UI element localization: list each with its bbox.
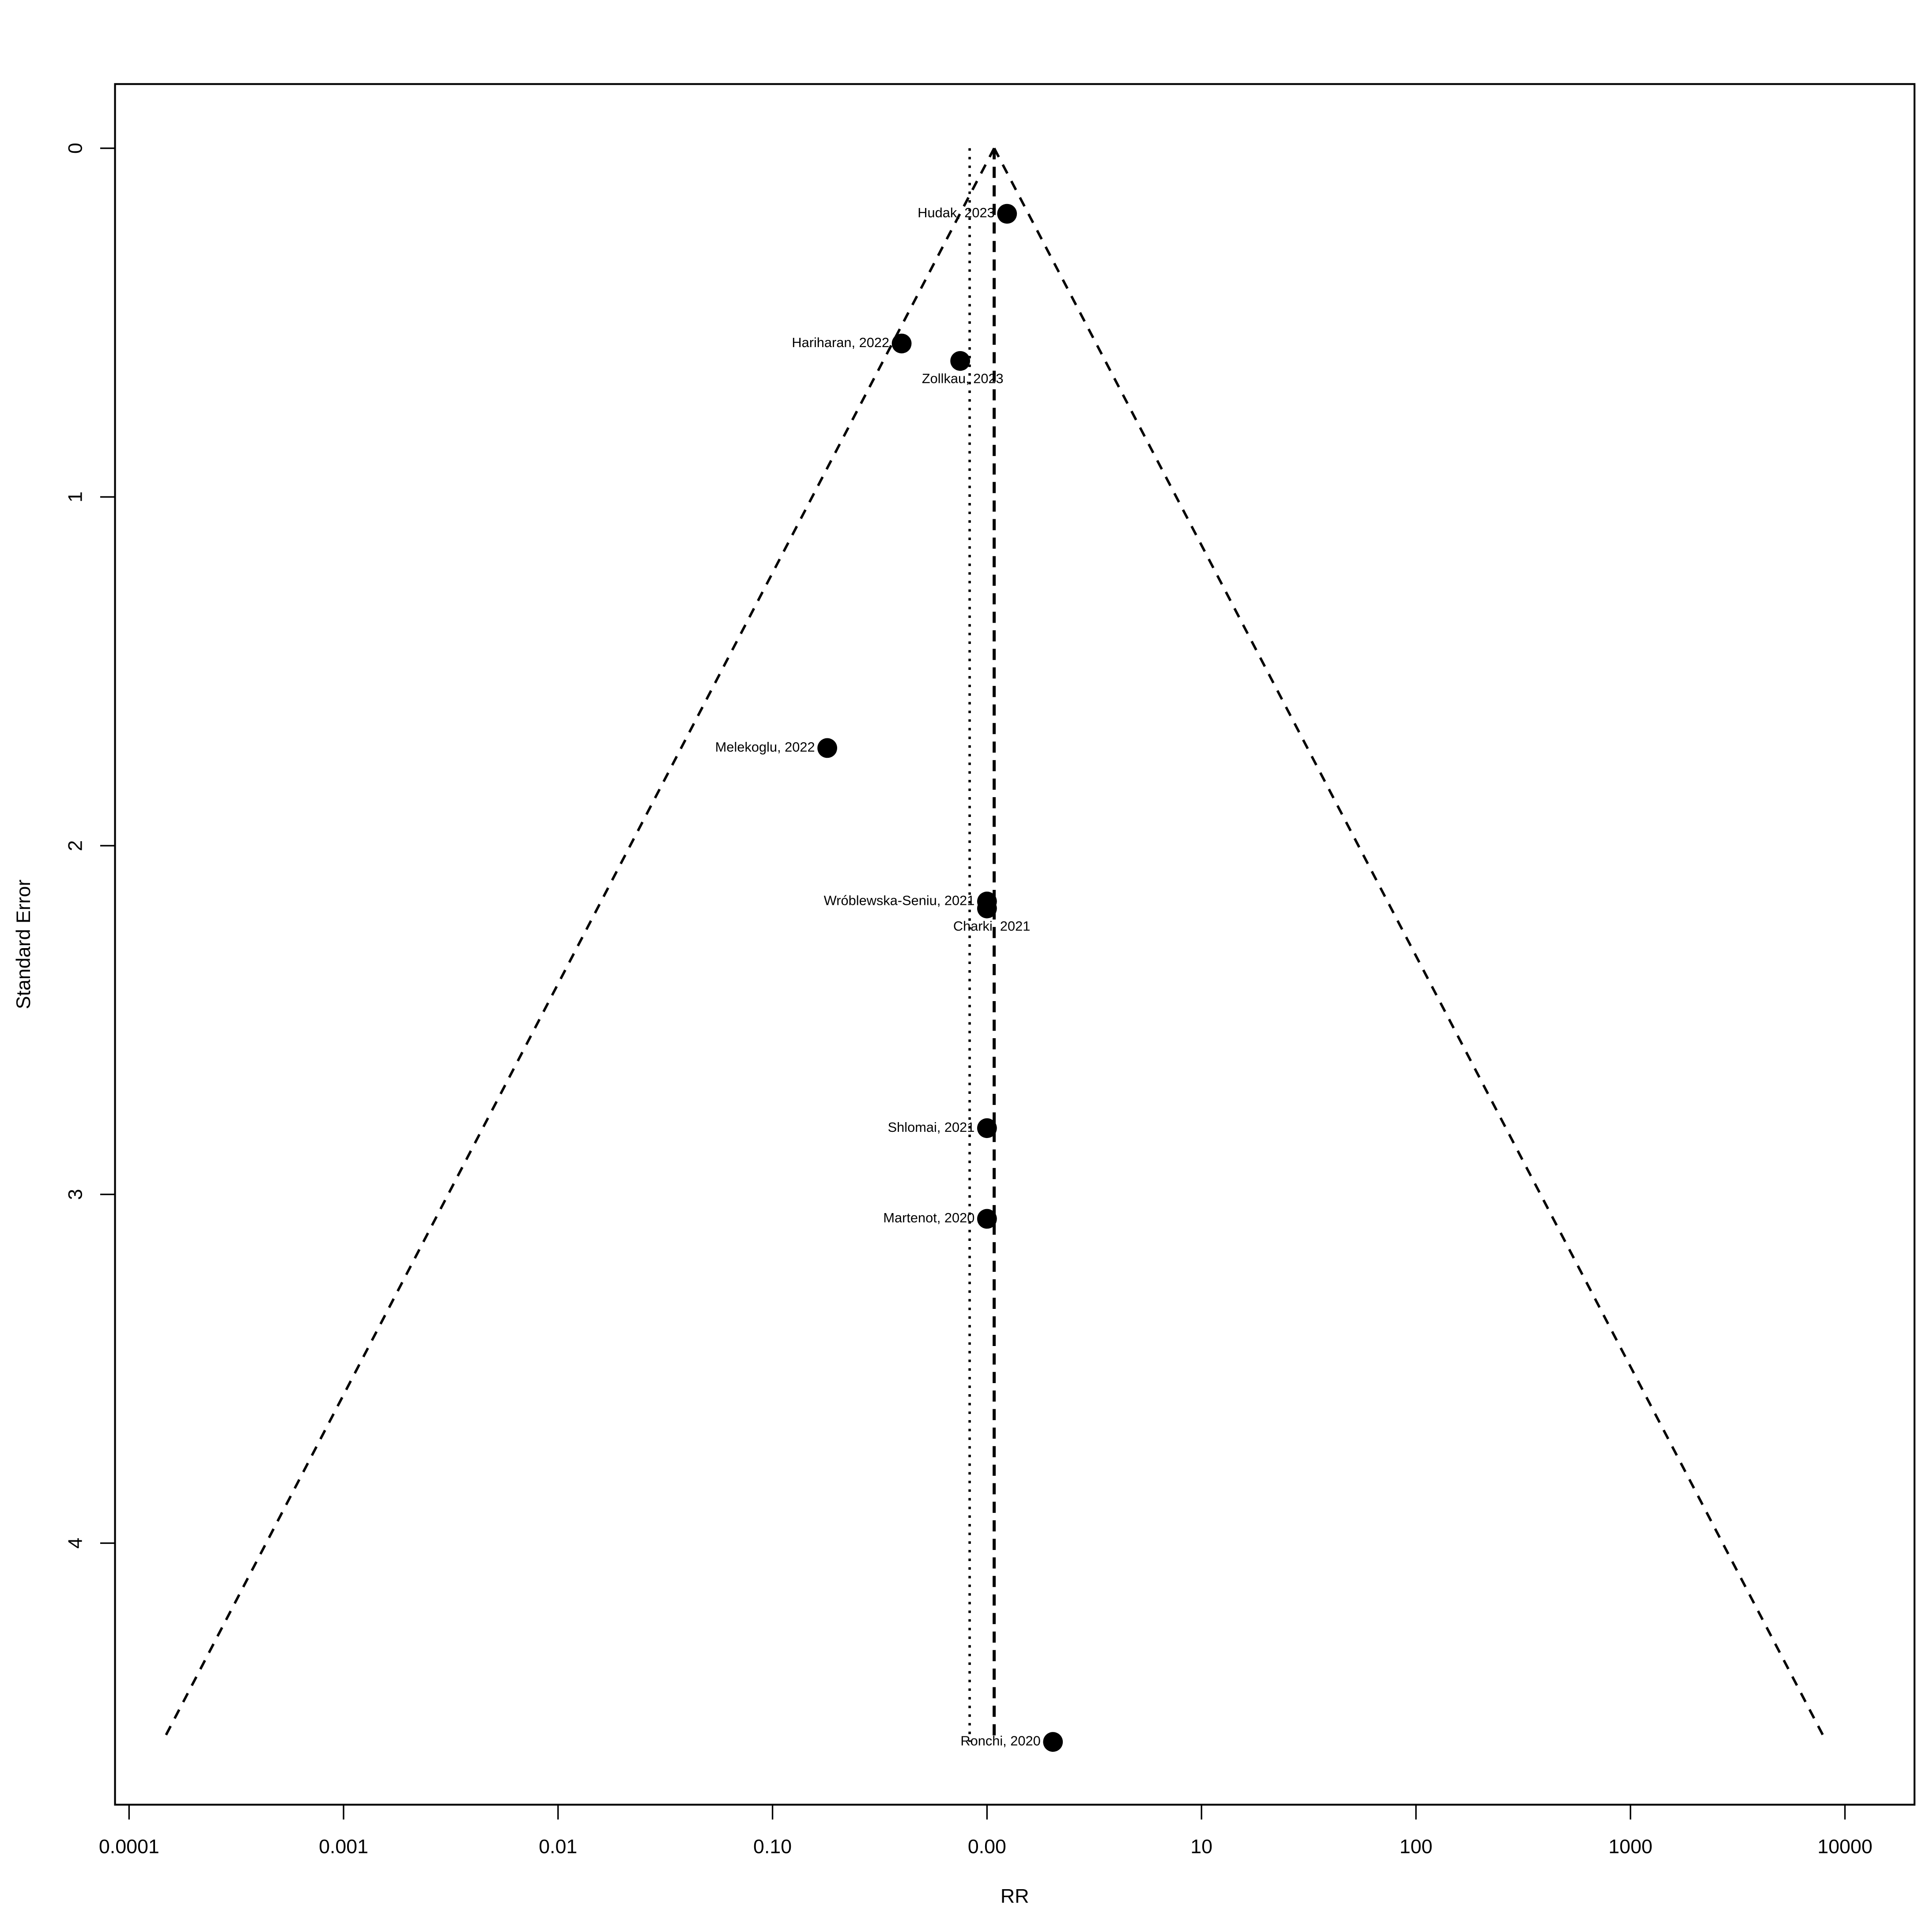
point [1043, 1732, 1063, 1752]
y-tick-label: 3 [64, 1189, 87, 1200]
point-label: Zollkau, 2023 [922, 371, 1004, 386]
plot-frame [114, 83, 1916, 1806]
x-tick-label: 0.10 [753, 1835, 792, 1857]
x-tick-label: 0.0001 [99, 1835, 159, 1857]
x-tick-label: 1000 [1609, 1835, 1653, 1857]
point-label: Shlomai, 2021 [888, 1119, 975, 1135]
point [950, 351, 970, 371]
point [977, 1209, 997, 1229]
x-tick-label: 10000 [1817, 1835, 1872, 1857]
point [977, 1118, 997, 1138]
point-label: Wróblewska-Seniu, 2021 [824, 893, 975, 908]
point [891, 333, 912, 354]
x-tick-label: 10 [1190, 1835, 1212, 1857]
x-tick-label: 0.01 [539, 1835, 577, 1857]
y-axis-label: Standard Error [12, 880, 34, 1009]
point-label: Hariharan, 2022 [792, 335, 889, 350]
x-tick-label: 0.001 [319, 1835, 368, 1857]
x-tick-label: 100 [1400, 1835, 1433, 1857]
point [977, 898, 997, 919]
point-label: Hudak, 2023 [918, 205, 995, 220]
y-tick-label: 4 [64, 1538, 87, 1549]
point-label: Martenot, 2020 [883, 1210, 974, 1225]
x-axis-label: RR [1001, 1885, 1029, 1907]
point [997, 204, 1017, 224]
point [817, 738, 838, 758]
point-label: Ronchi, 2020 [960, 1733, 1040, 1749]
funnel-right [993, 147, 1828, 1743]
funnel-left [161, 147, 996, 1743]
y-tick-label: 2 [64, 840, 87, 851]
point-label: Melekoglu, 2022 [715, 739, 815, 755]
y-tick-label: 1 [64, 492, 87, 503]
y-tick-label: 0 [64, 143, 87, 154]
point-label: Charki, 2021 [953, 918, 1031, 934]
x-tick-label: 0.00 [968, 1835, 1006, 1857]
